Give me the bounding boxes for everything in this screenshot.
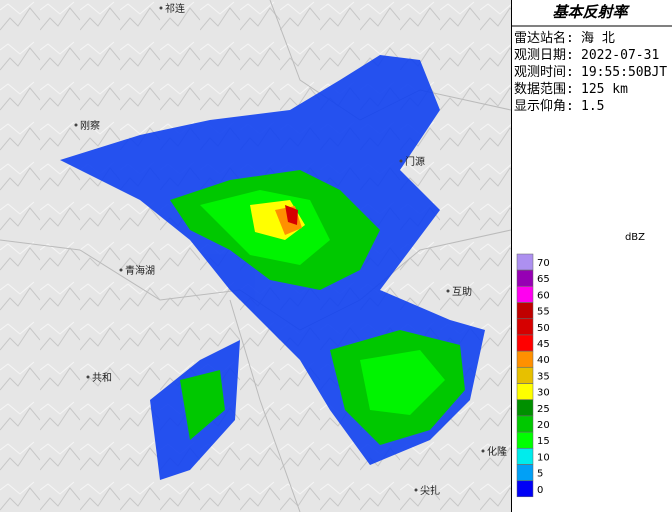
- legend-swatch: [516, 431, 534, 449]
- legend-swatch: [516, 464, 534, 481]
- info-value: 海 北: [581, 31, 615, 46]
- legend-label: 45: [537, 339, 550, 350]
- place-dot: [119, 268, 123, 272]
- legend-swatch: [516, 253, 534, 271]
- legend-unit: dBZ: [625, 232, 645, 243]
- info-label: 观测时间:: [514, 65, 574, 80]
- info-value: 19:55:50BJT: [581, 65, 667, 80]
- legend-label: 50: [537, 323, 550, 334]
- legend-swatch: [516, 415, 534, 433]
- legend-swatch: [516, 286, 534, 303]
- info-label: 数据范围:: [514, 82, 574, 97]
- place-dot: [86, 375, 90, 379]
- legend-swatch: [516, 448, 534, 465]
- legend-label: 30: [537, 388, 550, 399]
- legend-swatch: [516, 399, 534, 417]
- info-label: 观测日期:: [514, 48, 574, 63]
- legend-swatch: [516, 350, 534, 368]
- place-dot: [74, 123, 78, 127]
- legend-label: 25: [537, 404, 550, 415]
- info-value: 125 km: [581, 82, 628, 97]
- place-name: 共和: [92, 372, 112, 384]
- place-name: 化隆: [487, 445, 507, 458]
- title: 基本反射率: [552, 3, 630, 21]
- place-name: 尖扎: [420, 484, 440, 497]
- place-name: 互助: [452, 285, 472, 298]
- legend-label: 70: [537, 258, 550, 269]
- legend-label: 35: [537, 371, 550, 382]
- legend-label: 10: [537, 452, 550, 463]
- legend-swatch: [516, 383, 534, 400]
- legend-swatch: [516, 367, 534, 384]
- info-value: 1.5: [581, 99, 604, 114]
- place-dot: [414, 488, 418, 492]
- legend-swatch: [516, 302, 534, 319]
- info-label: 显示仰角:: [514, 99, 574, 114]
- info-value: 2022-07-31: [581, 48, 659, 63]
- place-name: 青海湖: [125, 264, 155, 277]
- echo-strong: [250, 200, 305, 240]
- place-dot: [481, 449, 485, 453]
- legend-label: 20: [537, 420, 550, 431]
- place-name: 刚察: [80, 119, 100, 132]
- info-label: 雷达站名:: [514, 30, 574, 46]
- place-name: 祁连: [165, 2, 185, 15]
- legend-swatch: [516, 269, 534, 287]
- place-dot: [399, 159, 403, 163]
- legend-label: 60: [537, 290, 550, 301]
- legend-label: 0: [537, 485, 543, 496]
- place-dot: [159, 6, 163, 10]
- legend-swatch: [516, 334, 534, 352]
- legend-swatch: [516, 480, 534, 498]
- place-name: 门源: [405, 155, 425, 168]
- legend-label: 5: [537, 469, 543, 480]
- legend-swatch: [516, 318, 534, 336]
- place-dot: [446, 289, 450, 293]
- legend-label: 65: [537, 274, 550, 285]
- legend-label: 40: [537, 355, 550, 366]
- legend-label: 55: [537, 307, 550, 318]
- legend-label: 15: [537, 436, 550, 447]
